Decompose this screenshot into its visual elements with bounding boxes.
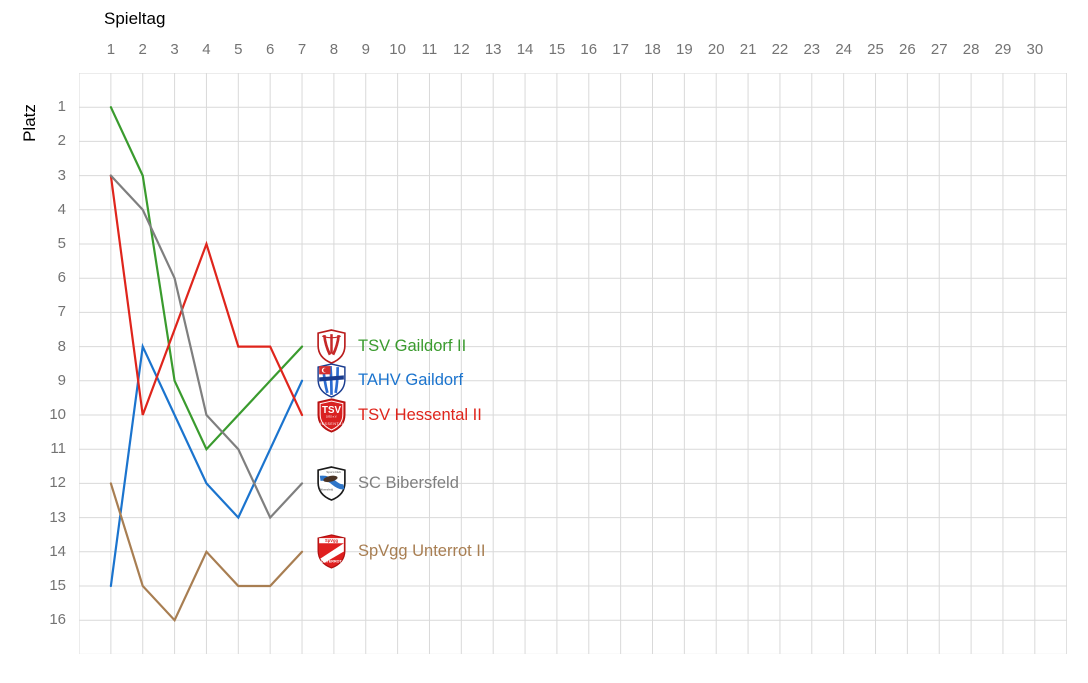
legend-label: SpVgg Unterrot II [358, 542, 486, 561]
y-tick-label: 9 [57, 371, 66, 389]
plot-area [79, 73, 1067, 655]
x-tick-label: 6 [265, 41, 275, 58]
x-tick-label: 20 [707, 41, 725, 58]
series-line-tsv-hessental-ii [109, 174, 304, 417]
svg-text:SpVgg: SpVgg [325, 539, 339, 544]
x-tick-label: 11 [421, 41, 438, 58]
x-tick-label: 16 [580, 41, 598, 58]
x-tick-label: 10 [389, 41, 406, 58]
legend-label: TSV Hessental II [358, 405, 482, 424]
x-tick-label: 9 [361, 41, 370, 58]
series-line-tsv-gaildorf-ii [109, 106, 304, 452]
x-tick-label: 5 [234, 41, 243, 58]
legend-label: TAHV Gaildorf [358, 371, 464, 390]
x-tick-label: 27 [930, 41, 948, 58]
series-line-tahv-gaildorf [109, 342, 304, 588]
y-tick-label: 4 [57, 200, 66, 218]
legend-item-tsv-gaildorf-ii: TSV Gaildorf II [316, 329, 466, 365]
svg-text:1892 e.V.: 1892 e.V. [326, 414, 337, 418]
y-tick-label: 2 [57, 132, 66, 150]
legend-item-spvgg-unterrot-ii: SpVgg UNTERROT SpVgg Unterrot II [316, 534, 485, 570]
y-tick-label: 15 [49, 577, 66, 594]
y-tick-label: 5 [57, 235, 66, 252]
legend-item-tsv-hessental-ii: TSV 1892 e.V. HESSENTAL TSV Hessental II [316, 397, 482, 433]
y-tick-label: 11 [50, 440, 66, 458]
x-tick-label: 28 [962, 41, 980, 58]
x-tick-label: 19 [676, 41, 693, 58]
x-tick-label: 14 [516, 41, 534, 58]
x-tick-label: 13 [484, 41, 502, 58]
sc-bibersfeld-crest-icon: Sport-Club Bibersfeld [317, 466, 346, 501]
y-tick-label: 7 [57, 303, 66, 321]
y-tick-label: 10 [49, 406, 66, 423]
svg-text:TSV: TSV [322, 404, 341, 415]
y-tick-label: 1 [57, 98, 66, 116]
legend-item-sc-bibersfeld: Sport-Club Bibersfeld SC Bibersfeld [316, 465, 459, 501]
legend-label: TSV Gaildorf II [358, 337, 467, 356]
y-tick-label: 6 [57, 269, 66, 287]
x-tick-label: 30 [1026, 41, 1044, 58]
x-tick-label: 25 [867, 41, 884, 58]
x-tick-label: 24 [835, 41, 852, 58]
x-tick-label: 2 [138, 41, 147, 58]
svg-text:HESSENTAL: HESSENTAL [318, 421, 344, 425]
svg-text:Bibersfeld: Bibersfeld [320, 488, 334, 492]
tsv-hessental-crest-icon: TSV 1892 e.V. HESSENTAL [317, 397, 346, 433]
x-tick-label: 17 [612, 41, 629, 58]
spvgg-unterrot-crest-icon: SpVgg UNTERROT [317, 534, 346, 569]
y-tick-label: 3 [57, 166, 66, 184]
x-tick-label: 1 [106, 41, 116, 58]
x-tick-label: 15 [548, 41, 566, 58]
y-tick-label: 8 [57, 337, 66, 355]
x-axis-title: Spieltag [104, 9, 166, 28]
svg-text:Sport-Club: Sport-Club [326, 470, 341, 474]
legend-item-tahv-gaildorf: TAHV Gaildorf [316, 363, 463, 399]
x-tick-label: 4 [202, 41, 211, 58]
svg-text:UNTERROT: UNTERROT [321, 560, 342, 564]
x-tick-label: 18 [644, 41, 661, 58]
tahv-gaildorf-crest-icon [317, 363, 346, 399]
x-tick-label: 3 [170, 41, 179, 58]
series-line-spvgg-unterrot-ii [109, 482, 304, 623]
x-tick-label: 26 [899, 41, 916, 58]
tsv-gaildorf-crest-icon [317, 329, 346, 364]
x-tick-label: 29 [994, 41, 1012, 58]
x-tick-label: 22 [771, 41, 789, 58]
x-tick-label: 23 [803, 41, 821, 58]
x-tick-label: 12 [452, 41, 470, 58]
y-tick-label: 14 [49, 542, 66, 560]
x-tick-label: 21 [739, 41, 757, 58]
series-line-sc-bibersfeld [109, 174, 304, 520]
y-tick-label: 12 [49, 474, 66, 492]
legend-label: SC Bibersfeld [358, 473, 459, 492]
y-tick-label: 13 [49, 508, 66, 526]
y-tick-label: 16 [49, 611, 66, 629]
x-tick-label: 8 [329, 41, 339, 58]
x-tick-label: 7 [297, 41, 307, 58]
